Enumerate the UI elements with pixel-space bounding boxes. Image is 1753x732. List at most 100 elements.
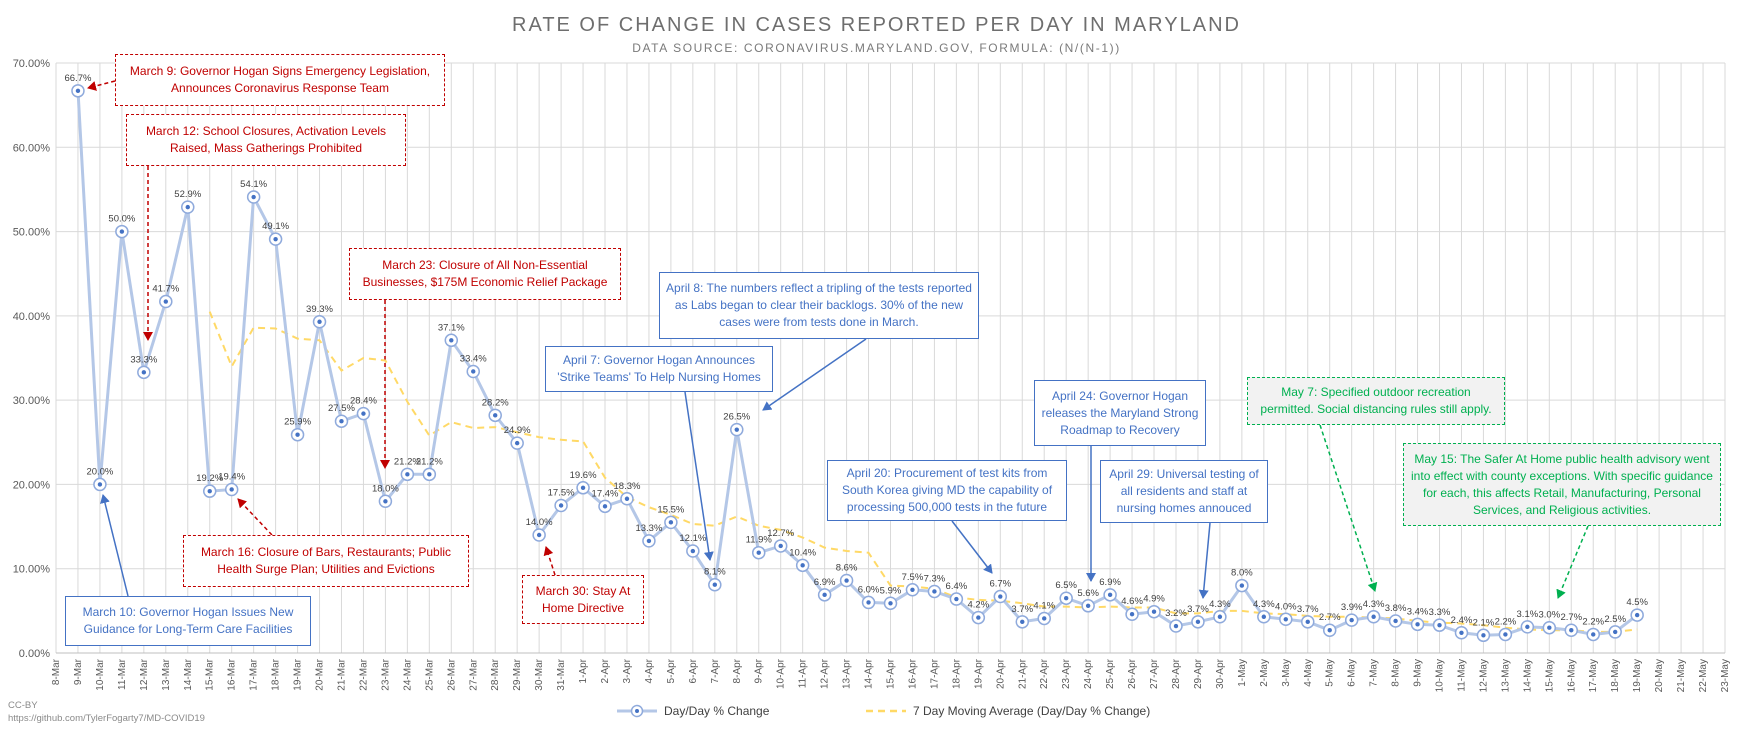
data-label: 6.9% — [1099, 577, 1121, 588]
data-label: 6.9% — [814, 577, 836, 588]
data-label: 6.7% — [989, 579, 1011, 590]
data-label: 3.1% — [1517, 609, 1539, 620]
x-tick-label: 23-Mar — [380, 658, 391, 690]
data-label: 19.6% — [570, 470, 597, 481]
x-tick-label: 12-May — [1478, 659, 1489, 692]
data-point-center — [427, 472, 432, 477]
data-point-center — [910, 587, 915, 592]
x-tick-label: 10-May — [1435, 659, 1446, 692]
data-label: 37.1% — [438, 322, 465, 333]
x-tick-label: 30-Apr — [1215, 658, 1226, 689]
data-label: 7.5% — [902, 572, 924, 583]
data-label: 6.0% — [858, 584, 880, 595]
data-point-center — [405, 472, 410, 477]
x-tick-label: 9-Mar — [73, 658, 84, 685]
x-tick-label: 16-May — [1566, 659, 1577, 692]
data-label: 2.5% — [1604, 614, 1626, 625]
data-label: 8.1% — [704, 567, 726, 578]
data-point-center — [1569, 628, 1574, 633]
x-tick-label: 15-May — [1544, 659, 1555, 692]
arrow-april-8 — [762, 338, 867, 411]
data-label: 50.0% — [108, 214, 135, 225]
data-label: 19.4% — [218, 471, 245, 482]
data-label: 18.0% — [372, 483, 399, 494]
data-point-center — [339, 419, 344, 424]
data-point-center — [1481, 633, 1486, 638]
data-label: 3.7% — [1187, 604, 1209, 615]
x-tick-label: 17-May — [1588, 659, 1599, 692]
data-point-center — [97, 482, 103, 487]
data-label: 28.2% — [482, 397, 509, 408]
data-point-center — [800, 563, 805, 568]
x-tick-label: 27-Mar — [468, 658, 479, 690]
x-tick-label: 15-Mar — [205, 658, 216, 690]
x-tick-label: 24-Mar — [402, 658, 413, 690]
data-label: 4.2% — [968, 600, 990, 611]
data-point-center — [1261, 614, 1267, 619]
x-tick-label: 11-Mar — [117, 658, 128, 690]
data-point-center — [163, 299, 169, 304]
data-point-center — [690, 548, 696, 554]
x-tick-label: 3-Apr — [622, 658, 633, 683]
x-tick-label: 8-May — [1391, 659, 1402, 687]
x-tick-label: 15-Apr — [886, 658, 897, 689]
data-point-center — [1393, 618, 1398, 624]
data-point-center — [383, 499, 388, 504]
arrow-march-30 — [543, 546, 556, 576]
data-label: 20.0% — [86, 466, 113, 477]
data-label: 12.7% — [767, 528, 794, 539]
x-tick-label: 7-Apr — [710, 658, 721, 683]
x-tick-label: 26-Apr — [1127, 658, 1138, 689]
x-tick-label: 14-Apr — [864, 658, 875, 689]
x-tick-label: 22-Mar — [358, 658, 369, 690]
data-label: 2.7% — [1319, 612, 1341, 623]
x-tick-label: 2-Apr — [600, 658, 611, 683]
x-tick-label: 17-Apr — [929, 658, 940, 689]
license-text: CC-BY — [8, 700, 38, 711]
data-point-center — [1459, 630, 1464, 635]
data-point-center — [1415, 622, 1420, 627]
data-point-center — [580, 485, 586, 490]
annotation-april-29: April 29: Universal testing of all resid… — [1100, 460, 1268, 523]
data-point-center — [1173, 623, 1179, 629]
data-point-center — [1195, 619, 1201, 625]
x-tick-label: 14-May — [1522, 659, 1533, 692]
data-label: 33.3% — [130, 354, 157, 365]
data-point-center — [712, 582, 718, 587]
x-tick-label: 18-May — [1610, 659, 1621, 692]
day-change-series — [71, 84, 1644, 643]
data-label: 4.9% — [1143, 594, 1165, 605]
annotation-march-30: March 30: Stay At Home Directive — [522, 575, 644, 624]
data-label: 25.9% — [284, 417, 311, 428]
data-label: 4.3% — [1209, 599, 1231, 610]
data-point-center — [932, 589, 937, 594]
x-tick-label: 21-Apr — [1017, 658, 1028, 689]
data-point-center — [229, 487, 234, 492]
data-point-center — [998, 594, 1003, 599]
data-label: 3.4% — [1407, 606, 1429, 617]
x-tick-label: 10-Mar — [95, 658, 106, 690]
data-point-center — [1437, 622, 1442, 628]
data-label: 2.2% — [1495, 616, 1517, 627]
x-tick-label: 13-Mar — [161, 658, 172, 690]
arrow-april-29 — [1198, 522, 1211, 599]
data-point-center — [558, 503, 564, 508]
legend-series1-label: Day/Day % Change — [664, 704, 770, 718]
x-tick-label: 17-Mar — [249, 658, 260, 690]
data-point-center — [976, 615, 981, 620]
data-label: 24.9% — [504, 425, 531, 436]
data-point-center — [295, 432, 300, 437]
data-label: 66.7% — [64, 73, 91, 84]
annotation-march-10: March 10: Governor Hogan Issues New Guid… — [65, 596, 311, 646]
data-point-center — [646, 538, 652, 544]
arrow-may-15 — [1556, 525, 1589, 599]
data-point-center — [361, 411, 366, 416]
annotation-march-23: March 23: Closure of All Non-Essential B… — [349, 248, 621, 300]
legend-series1-swatch — [617, 704, 657, 718]
data-label: 33.4% — [460, 353, 487, 364]
x-tick-label: 26-Mar — [446, 658, 457, 690]
data-point-center — [1305, 619, 1310, 625]
x-tick-label: 2-May — [1259, 659, 1270, 687]
y-tick-label: 50.00% — [13, 227, 51, 239]
data-label: 3.9% — [1341, 602, 1363, 613]
